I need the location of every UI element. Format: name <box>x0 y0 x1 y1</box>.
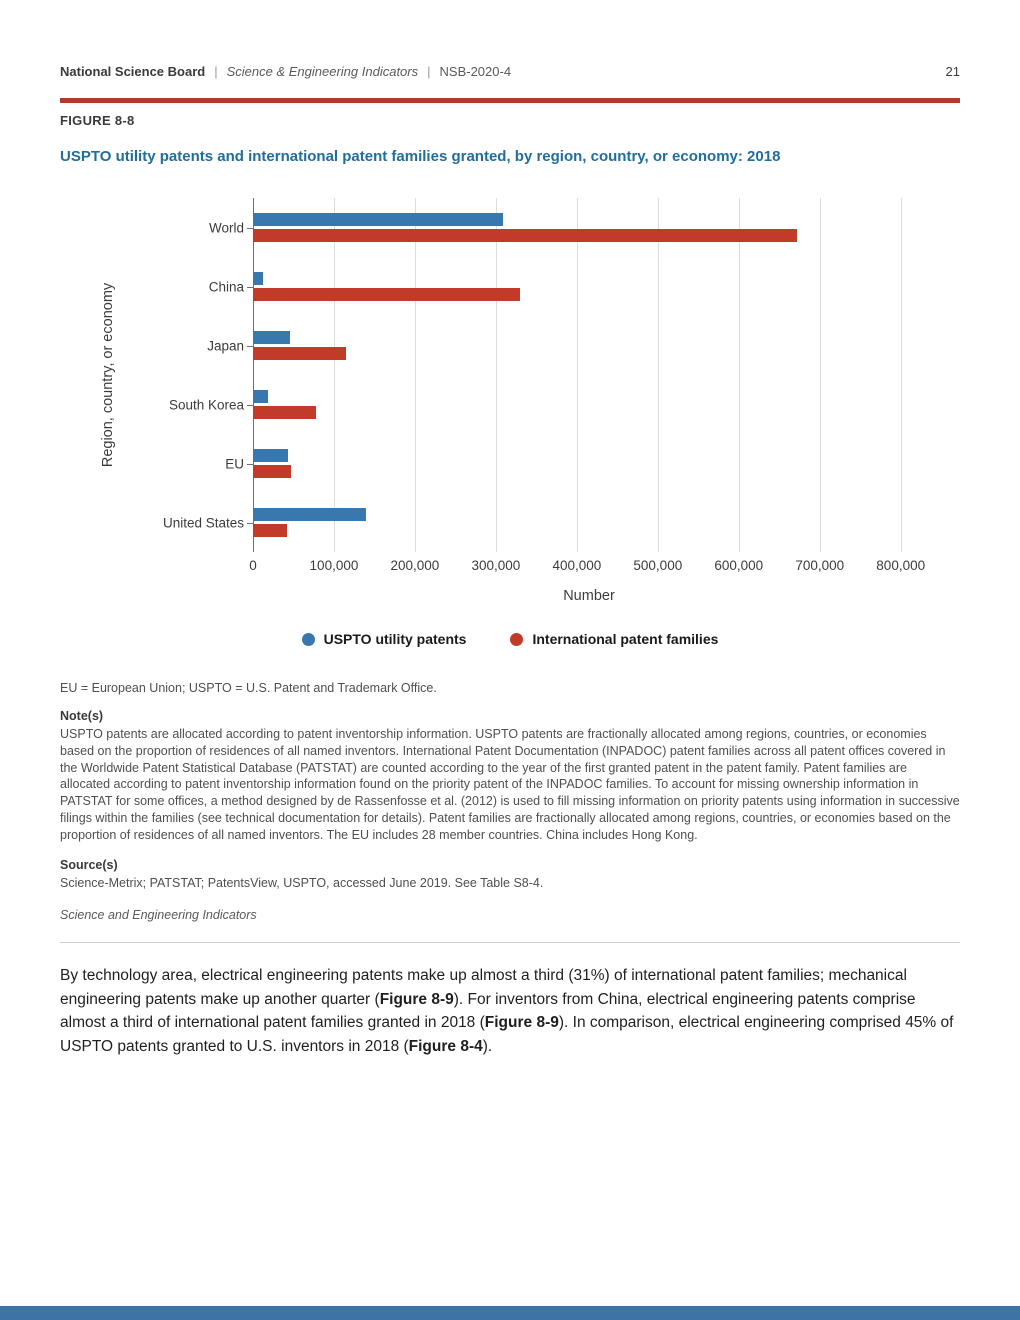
chart-row: South Korea <box>169 375 925 434</box>
sources-label: Source(s) <box>60 857 118 872</box>
page-header: National Science Board | Science & Engin… <box>60 64 960 79</box>
gridline <box>657 198 659 552</box>
bar-chart: Region, country, or economy World China Ja… <box>60 198 960 647</box>
chart-row: United States <box>163 493 925 552</box>
x-tick-label: 300,000 <box>471 558 521 573</box>
chart-legend: USPTO utility patents International paten… <box>60 631 960 647</box>
grid-layer <box>253 198 925 552</box>
chart-row: EU <box>225 434 925 493</box>
bar <box>253 465 292 478</box>
x-tick-label: 400,000 <box>552 558 602 573</box>
y-axis-title: Region, country, or economy <box>100 282 116 468</box>
gridline <box>738 198 740 552</box>
bar <box>253 524 287 537</box>
category-label: China <box>208 279 244 294</box>
body-text: ). In comparison, electrical engineering… <box>60 1014 954 1055</box>
header-separator: | <box>214 64 218 79</box>
chart-row: World <box>209 198 925 257</box>
notes-text: USPTO patents are allocated according to… <box>60 727 960 842</box>
bar <box>253 347 347 360</box>
header-separator: | <box>427 64 431 79</box>
bar <box>253 229 798 242</box>
x-axis-title: Number <box>563 588 615 604</box>
legend-item: International patent families <box>510 631 718 647</box>
bar <box>253 272 263 285</box>
section-divider <box>60 942 960 944</box>
notes-label: Note(s) <box>60 709 104 723</box>
bar <box>253 213 504 226</box>
x-tick-label: 100,000 <box>309 558 359 573</box>
x-tick-label: 0 <box>249 558 257 573</box>
gridline <box>333 198 335 552</box>
legend-swatch <box>301 632 315 646</box>
legend-item: USPTO utility patents <box>301 631 467 647</box>
bar <box>253 288 521 301</box>
page-number: 21 <box>945 64 960 79</box>
body-text: ). For inventors from China, electrical … <box>60 990 916 1032</box>
category-label: South Korea <box>168 397 244 412</box>
publication-name: Science & Engineering Indicators <box>226 64 419 79</box>
category-label: World <box>208 220 244 235</box>
chart-row: China <box>209 257 925 316</box>
bar <box>253 390 268 403</box>
bar <box>253 331 291 344</box>
bar-group <box>253 375 925 434</box>
plot-area: World China Japan South Korea EU United State… <box>163 198 925 552</box>
header-breadcrumb: National Science Board | Science & Engin… <box>60 64 511 79</box>
footer-bar <box>0 1306 1020 1320</box>
y-axis-line <box>253 198 254 552</box>
bar-group <box>253 316 925 375</box>
bar <box>253 406 317 419</box>
category-label: Japan <box>207 338 244 353</box>
bar-group <box>253 257 925 316</box>
attribution: Science and Engineering Indicators <box>60 908 257 923</box>
sources-text: Science-Metrix; PATSTAT; PatentsView, US… <box>60 875 544 890</box>
bar-group <box>253 434 925 493</box>
x-tick-label: 500,000 <box>633 558 683 573</box>
body-text: By technology area, electrical engineeri… <box>60 967 907 1008</box>
page-content: National Science Board | Science & Engin… <box>0 64 1020 1058</box>
bar-group <box>253 198 925 257</box>
x-tick-labels: 0 100,000 200,000 300,000 400,000 500,000 600,… <box>249 558 926 575</box>
figure-reference[interactable]: Figure 8-9 <box>484 1014 559 1032</box>
bar <box>253 508 367 521</box>
gridline <box>414 198 416 552</box>
gridline <box>576 198 578 552</box>
legend-label: USPTO utility patents <box>323 631 467 647</box>
category-label: EU <box>225 456 244 471</box>
chart-row: Japan <box>207 316 925 375</box>
figure-title: USPTO utility patents and international … <box>60 148 781 165</box>
body-paragraph: By technology area, electrical engineeri… <box>60 964 960 1058</box>
org-name: National Science Board <box>60 64 206 79</box>
gridline <box>819 198 821 552</box>
x-tick-label: 200,000 <box>390 558 440 573</box>
category-label: United States <box>162 515 244 530</box>
figure-label: FIGURE 8-8 <box>60 113 135 128</box>
figure-reference[interactable]: Figure 8-9 <box>379 990 454 1008</box>
body-text: ). <box>482 1037 493 1055</box>
gridline <box>900 198 902 552</box>
x-tick-label: 600,000 <box>714 558 764 573</box>
legend-label: International patent families <box>532 631 719 647</box>
figure-reference[interactable]: Figure 8-4 <box>408 1037 483 1055</box>
legend-swatch <box>510 632 524 646</box>
abbreviation-note: EU = European Union; USPTO = U.S. Patent… <box>60 681 437 695</box>
x-tick-label: 700,000 <box>795 558 845 573</box>
x-tick-label: 800,000 <box>876 558 926 573</box>
gridline <box>495 198 497 552</box>
header-rule <box>60 98 960 103</box>
bar <box>253 449 288 462</box>
chart-rows: World China Japan South Korea EU United State… <box>163 198 925 552</box>
bar-group <box>253 493 925 552</box>
report-id: NSB-2020-4 <box>439 64 512 79</box>
